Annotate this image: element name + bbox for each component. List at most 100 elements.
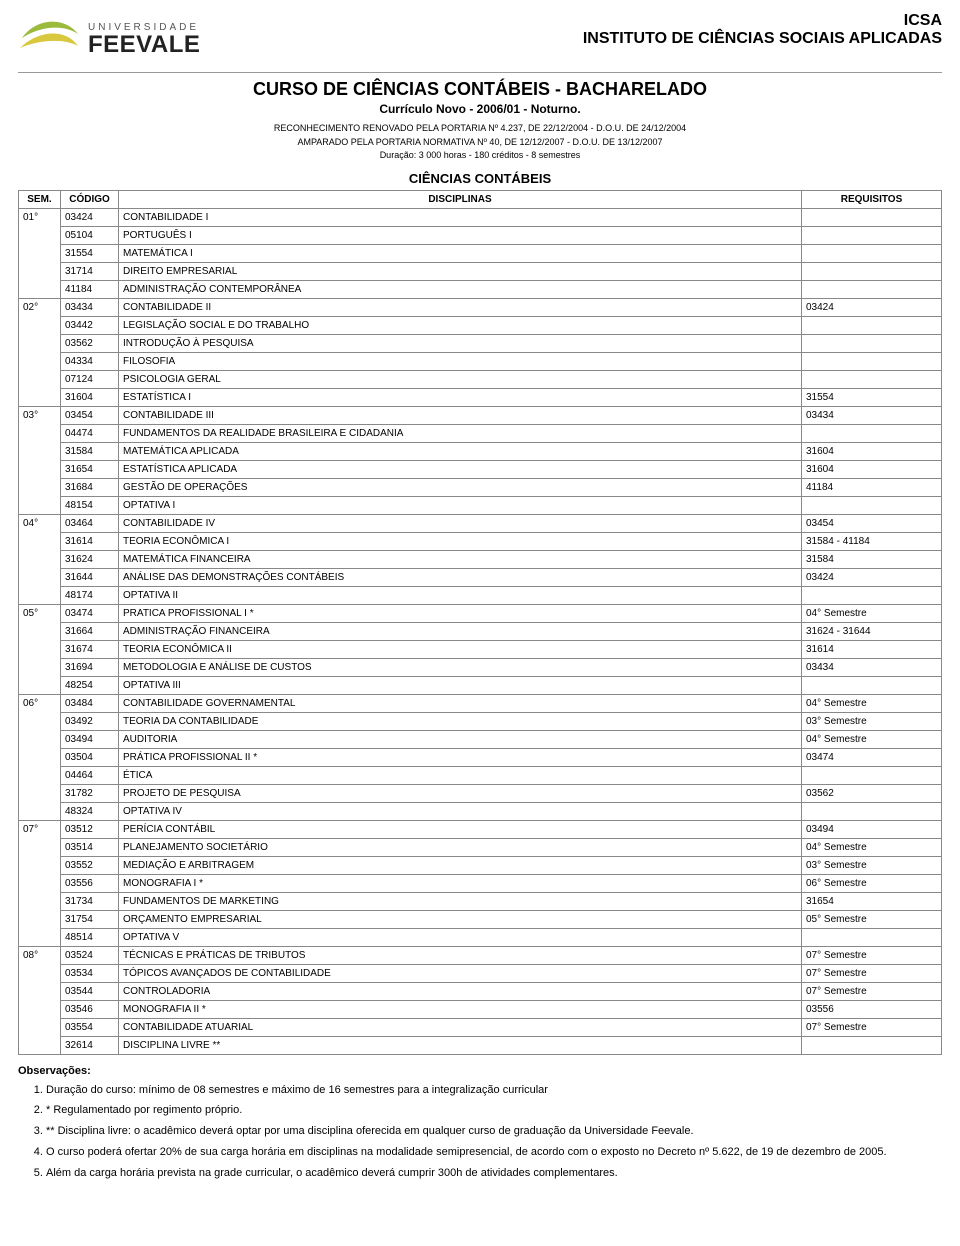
code-cell: 03464: [61, 514, 119, 532]
discipline-cell: PROJETO DE PESQUISA: [119, 784, 802, 802]
table-row: 03544CONTROLADORIA07° Semestre: [19, 982, 942, 1000]
table-row: 31604ESTATÍSTICA I31554: [19, 388, 942, 406]
discipline-cell: PRÁTICA PROFISSIONAL II *: [119, 748, 802, 766]
col-requisitos: REQUISITOS: [802, 190, 942, 208]
col-disciplinas: DISCIPLINAS: [119, 190, 802, 208]
code-cell: 48154: [61, 496, 119, 514]
code-cell: 03556: [61, 874, 119, 892]
requisite-cell: [802, 352, 942, 370]
discipline-cell: DISCIPLINA LIVRE **: [119, 1036, 802, 1054]
requisite-cell: 03562: [802, 784, 942, 802]
table-row: 31664ADMINISTRAÇÃO FINANCEIRA31624 - 316…: [19, 622, 942, 640]
table-row: 05°03474PRATICA PROFISSIONAL I *04° Seme…: [19, 604, 942, 622]
code-cell: 31584: [61, 442, 119, 460]
code-cell: 03424: [61, 208, 119, 226]
code-cell: 03562: [61, 334, 119, 352]
observations-block: Observações: Duração do curso: mínimo de…: [18, 1065, 942, 1181]
discipline-cell: TEORIA ECONÔMICA II: [119, 640, 802, 658]
discipline-cell: OPTATIVA IV: [119, 802, 802, 820]
discipline-cell: CONTABILIDADE I: [119, 208, 802, 226]
table-row: 48514OPTATIVA V: [19, 928, 942, 946]
requisite-cell: 03434: [802, 658, 942, 676]
discipline-cell: MONOGRAFIA I *: [119, 874, 802, 892]
requisite-cell: 04° Semestre: [802, 694, 942, 712]
discipline-cell: TÉCNICAS E PRÁTICAS DE TRIBUTOS: [119, 946, 802, 964]
code-cell: 03434: [61, 298, 119, 316]
table-row: 03442LEGISLAÇÃO SOCIAL E DO TRABALHO: [19, 316, 942, 334]
table-row: 03492TEORIA DA CONTABILIDADE03° Semestre: [19, 712, 942, 730]
discipline-cell: CONTABILIDADE ATUARIAL: [119, 1018, 802, 1036]
requisite-cell: 03° Semestre: [802, 712, 942, 730]
table-row: 31554MATEMÁTICA I: [19, 244, 942, 262]
col-sem: SEM.: [19, 190, 61, 208]
discipline-cell: MONOGRAFIA II *: [119, 1000, 802, 1018]
code-cell: 03484: [61, 694, 119, 712]
logo: UNIVERSIDADE FEEVALE: [18, 12, 200, 66]
requisite-cell: 03424: [802, 568, 942, 586]
code-cell: 48174: [61, 586, 119, 604]
observation-item: Além da carga horária prevista na grade …: [46, 1166, 942, 1181]
requisite-cell: [802, 226, 942, 244]
code-cell: 04474: [61, 424, 119, 442]
table-row: 31644ANÁLISE DAS DEMONSTRAÇÕES CONTÁBEIS…: [19, 568, 942, 586]
code-cell: 31604: [61, 388, 119, 406]
table-row: 03554CONTABILIDADE ATUARIAL07° Semestre: [19, 1018, 942, 1036]
code-cell: 04464: [61, 766, 119, 784]
table-row: 04464ÉTICA: [19, 766, 942, 784]
table-row: 31684GESTÃO DE OPERAÇÕES41184: [19, 478, 942, 496]
feevale-swoosh-icon: [18, 12, 80, 66]
table-row: 31694METODOLOGIA E ANÁLISE DE CUSTOS0343…: [19, 658, 942, 676]
observations-list: Duração do curso: mínimo de 08 semestres…: [18, 1083, 942, 1181]
institute-full-name: INSTITUTO DE CIÊNCIAS SOCIAIS APLICADAS: [583, 30, 942, 48]
table-row: 03562INTRODUÇÃO À PESQUISA: [19, 334, 942, 352]
table-row: 48324OPTATIVA IV: [19, 802, 942, 820]
table-row: 31782PROJETO DE PESQUISA03562: [19, 784, 942, 802]
requisite-cell: [802, 676, 942, 694]
discipline-cell: PRATICA PROFISSIONAL I *: [119, 604, 802, 622]
code-cell: 31614: [61, 532, 119, 550]
table-row: 02°03434CONTABILIDADE II03424: [19, 298, 942, 316]
code-cell: 03474: [61, 604, 119, 622]
semester-cell: 08°: [19, 946, 61, 1054]
code-cell: 31674: [61, 640, 119, 658]
recognition-line-1: RECONHECIMENTO RENOVADO PELA PORTARIA Nº…: [18, 122, 942, 136]
discipline-cell: ADMINISTRAÇÃO FINANCEIRA: [119, 622, 802, 640]
discipline-cell: ADMINISTRAÇÃO CONTEMPORÂNEA: [119, 280, 802, 298]
table-row: 06°03484CONTABILIDADE GOVERNAMENTAL04° S…: [19, 694, 942, 712]
code-cell: 03442: [61, 316, 119, 334]
curriculum-table: SEM. CÓDIGO DISCIPLINAS REQUISITOS 01°03…: [18, 190, 942, 1055]
discipline-cell: OPTATIVA V: [119, 928, 802, 946]
discipline-cell: ORÇAMENTO EMPRESARIAL: [119, 910, 802, 928]
table-header-row: SEM. CÓDIGO DISCIPLINAS REQUISITOS: [19, 190, 942, 208]
discipline-cell: CONTABILIDADE GOVERNAMENTAL: [119, 694, 802, 712]
table-row: 31584MATEMÁTICA APLICADA31604: [19, 442, 942, 460]
discipline-cell: PSICOLOGIA GERAL: [119, 370, 802, 388]
discipline-cell: METODOLOGIA E ANÁLISE DE CUSTOS: [119, 658, 802, 676]
table-row: 08°03524TÉCNICAS E PRÁTICAS DE TRIBUTOS0…: [19, 946, 942, 964]
institute-block: ICSA INSTITUTO DE CIÊNCIAS SOCIAIS APLIC…: [583, 12, 942, 48]
observation-item: ** Disciplina livre: o acadêmico deverá …: [46, 1124, 942, 1139]
requisite-cell: 04° Semestre: [802, 838, 942, 856]
document-header: UNIVERSIDADE FEEVALE ICSA INSTITUTO DE C…: [18, 12, 942, 73]
discipline-cell: ESTATÍSTICA I: [119, 388, 802, 406]
table-row: 04474FUNDAMENTOS DA REALIDADE BRASILEIRA…: [19, 424, 942, 442]
semester-cell: 01°: [19, 208, 61, 298]
discipline-cell: FUNDAMENTOS DE MARKETING: [119, 892, 802, 910]
requisite-cell: [802, 586, 942, 604]
semester-cell: 06°: [19, 694, 61, 820]
requisite-cell: [802, 1036, 942, 1054]
discipline-cell: TEORIA ECONÔMICA I: [119, 532, 802, 550]
table-row: 48174OPTATIVA II: [19, 586, 942, 604]
code-cell: 03514: [61, 838, 119, 856]
requisite-cell: [802, 316, 942, 334]
requisite-cell: 31614: [802, 640, 942, 658]
code-cell: 03524: [61, 946, 119, 964]
requisite-cell: [802, 334, 942, 352]
table-row: 32614DISCIPLINA LIVRE **: [19, 1036, 942, 1054]
discipline-cell: TEORIA DA CONTABILIDADE: [119, 712, 802, 730]
code-cell: 03504: [61, 748, 119, 766]
requisite-cell: 31604: [802, 460, 942, 478]
requisite-cell: 07° Semestre: [802, 1018, 942, 1036]
discipline-cell: ANÁLISE DAS DEMONSTRAÇÕES CONTÁBEIS: [119, 568, 802, 586]
discipline-cell: AUDITORIA: [119, 730, 802, 748]
